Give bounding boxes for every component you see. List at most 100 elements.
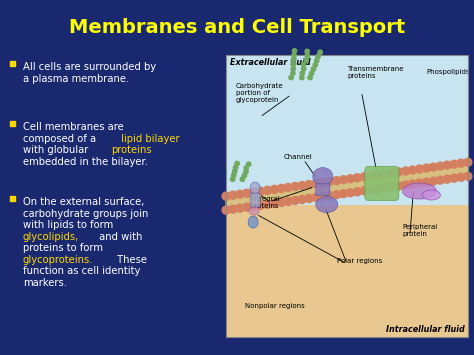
Circle shape [388, 183, 396, 191]
Circle shape [243, 203, 251, 211]
Text: markers.: markers. [23, 278, 67, 288]
Circle shape [305, 195, 313, 202]
FancyBboxPatch shape [316, 184, 330, 196]
Circle shape [464, 172, 472, 180]
Text: These: These [114, 255, 147, 264]
Circle shape [401, 181, 410, 189]
Circle shape [312, 193, 320, 202]
Circle shape [289, 75, 293, 80]
Circle shape [292, 62, 296, 66]
Circle shape [401, 167, 410, 175]
Circle shape [277, 184, 285, 192]
FancyBboxPatch shape [10, 61, 15, 66]
Circle shape [242, 173, 246, 178]
Circle shape [246, 162, 251, 166]
Circle shape [232, 169, 237, 174]
FancyBboxPatch shape [365, 166, 399, 201]
Text: lipid bilayer: lipid bilayer [121, 134, 180, 144]
Circle shape [381, 170, 389, 178]
Circle shape [284, 184, 292, 191]
Circle shape [339, 190, 347, 198]
Circle shape [422, 178, 430, 186]
Circle shape [264, 186, 272, 194]
FancyBboxPatch shape [250, 193, 260, 207]
Text: and with: and with [96, 231, 142, 241]
Circle shape [339, 176, 347, 184]
Circle shape [305, 181, 313, 189]
Circle shape [409, 180, 417, 188]
Circle shape [416, 179, 423, 187]
Circle shape [231, 173, 236, 178]
Circle shape [236, 204, 244, 212]
Circle shape [315, 59, 319, 63]
Text: glycolipids,: glycolipids, [23, 231, 79, 241]
Circle shape [436, 176, 444, 184]
Circle shape [240, 177, 245, 181]
Ellipse shape [402, 183, 437, 199]
Circle shape [271, 200, 278, 207]
Circle shape [256, 187, 264, 195]
Circle shape [271, 185, 278, 193]
Circle shape [311, 67, 316, 71]
Circle shape [381, 184, 389, 192]
Circle shape [298, 181, 306, 190]
Text: Membranes and Cell Transport: Membranes and Cell Transport [69, 18, 405, 37]
Circle shape [346, 189, 355, 197]
Ellipse shape [313, 168, 333, 186]
Circle shape [353, 188, 361, 196]
Text: with globular: with globular [23, 146, 91, 155]
Circle shape [319, 179, 327, 187]
Circle shape [457, 173, 465, 181]
Circle shape [236, 190, 244, 198]
Circle shape [353, 174, 361, 182]
Ellipse shape [250, 182, 260, 194]
Text: Polar regions: Polar regions [337, 258, 383, 264]
Circle shape [229, 191, 237, 199]
FancyBboxPatch shape [226, 55, 468, 204]
Circle shape [250, 188, 258, 196]
Circle shape [235, 161, 239, 166]
Circle shape [443, 175, 451, 183]
Circle shape [360, 173, 368, 181]
Text: Cell membranes are: Cell membranes are [23, 122, 124, 132]
Text: proteins to form: proteins to form [23, 243, 103, 253]
Circle shape [292, 49, 297, 53]
Text: glycoproteins.: glycoproteins. [23, 255, 93, 264]
Circle shape [429, 163, 438, 171]
Circle shape [308, 75, 312, 80]
Circle shape [291, 58, 296, 62]
Circle shape [326, 178, 334, 186]
Circle shape [333, 191, 341, 199]
Circle shape [312, 180, 320, 187]
Circle shape [422, 164, 430, 172]
Text: proteins: proteins [111, 146, 152, 155]
Text: carbohydrate groups join: carbohydrate groups join [23, 208, 148, 219]
Circle shape [457, 159, 465, 167]
Circle shape [291, 71, 295, 75]
Circle shape [243, 189, 251, 197]
Circle shape [333, 177, 341, 185]
Circle shape [313, 63, 318, 67]
Circle shape [450, 174, 458, 182]
Circle shape [244, 166, 248, 170]
Text: Carbohydrate
portion of
glycoprotein: Carbohydrate portion of glycoprotein [236, 83, 283, 103]
Text: embedded in the bilayer.: embedded in the bilayer. [23, 157, 148, 167]
Ellipse shape [249, 207, 259, 215]
Text: Channel: Channel [284, 154, 313, 160]
Circle shape [374, 185, 382, 193]
Circle shape [429, 177, 438, 185]
Circle shape [304, 58, 309, 62]
Circle shape [326, 192, 334, 200]
Text: Transmembrane
proteins: Transmembrane proteins [347, 66, 403, 79]
Circle shape [450, 160, 458, 168]
Ellipse shape [316, 197, 338, 213]
Circle shape [291, 182, 299, 191]
Circle shape [301, 67, 306, 71]
Circle shape [319, 193, 327, 201]
Circle shape [436, 162, 444, 170]
Circle shape [318, 50, 322, 54]
Circle shape [234, 165, 238, 170]
Circle shape [291, 66, 295, 71]
Circle shape [250, 202, 258, 210]
Circle shape [264, 200, 272, 208]
